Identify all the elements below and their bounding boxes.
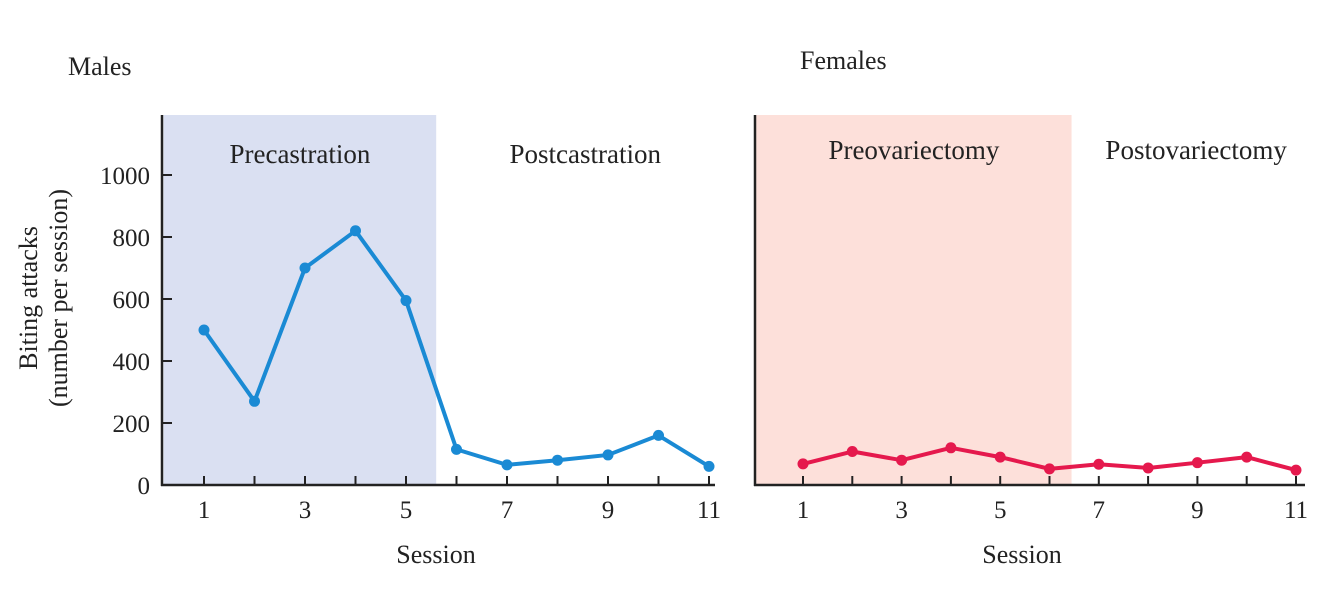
x-tick-label: 5 bbox=[400, 497, 413, 524]
data-point bbox=[602, 449, 614, 461]
x-tick-label: 1 bbox=[797, 497, 810, 524]
y-tick-label: 0 bbox=[138, 473, 151, 500]
y-tick-label: 400 bbox=[113, 349, 151, 376]
x-axis-title: Session bbox=[982, 540, 1061, 569]
region-label-0: Preovariectomy bbox=[828, 135, 999, 165]
data-point bbox=[1241, 451, 1253, 463]
data-point bbox=[945, 442, 957, 454]
region-band-1 bbox=[1071, 115, 1321, 485]
panel-title: Males bbox=[68, 52, 132, 81]
data-point bbox=[653, 429, 664, 441]
y-tick-label: 600 bbox=[113, 287, 151, 314]
region-band-0 bbox=[756, 115, 1072, 485]
region-band-1 bbox=[436, 115, 735, 485]
data-point bbox=[1191, 457, 1203, 469]
region-band-0 bbox=[163, 115, 437, 485]
data-point bbox=[846, 446, 858, 458]
x-tick-label: 1 bbox=[198, 497, 211, 524]
region-label-0: Precastration bbox=[229, 139, 370, 169]
data-point bbox=[1044, 463, 1055, 475]
y-axis-title-line: Biting attacks bbox=[14, 226, 43, 370]
x-tick-label: 5 bbox=[994, 497, 1007, 524]
data-point bbox=[994, 451, 1006, 463]
x-tick-label: 9 bbox=[1191, 497, 1204, 524]
y-axis-title: Biting attacks (number per session) bbox=[14, 189, 73, 407]
data-point bbox=[703, 460, 715, 472]
x-tick-label: 11 bbox=[1284, 497, 1308, 524]
data-point bbox=[501, 459, 513, 471]
data-point bbox=[1093, 458, 1105, 470]
y-tick-label: 1000 bbox=[100, 163, 150, 190]
y-tick-label: 200 bbox=[113, 411, 151, 438]
data-point bbox=[1142, 462, 1154, 474]
data-point bbox=[249, 395, 260, 407]
y-axis-title-line: (number per session) bbox=[44, 189, 73, 407]
data-point bbox=[451, 443, 462, 455]
x-tick-label: 9 bbox=[602, 497, 615, 524]
data-point bbox=[198, 324, 210, 336]
data-point bbox=[299, 262, 311, 274]
y-tick-label: 800 bbox=[113, 225, 151, 252]
data-point bbox=[552, 454, 563, 466]
data-point bbox=[896, 454, 908, 466]
data-point bbox=[1290, 464, 1302, 476]
data-point bbox=[797, 458, 809, 470]
x-tick-label: 7 bbox=[501, 497, 514, 524]
data-point bbox=[400, 295, 412, 307]
data-point bbox=[350, 225, 361, 237]
panel-title: Females bbox=[800, 46, 887, 75]
x-tick-label: 3 bbox=[299, 497, 312, 524]
region-label-1: Postovariectomy bbox=[1105, 135, 1287, 165]
x-tick-label: 3 bbox=[895, 497, 908, 524]
region-label-1: Postcastration bbox=[510, 139, 662, 169]
x-tick-label: 7 bbox=[1093, 497, 1106, 524]
x-axis-title: Session bbox=[396, 540, 475, 569]
x-tick-label: 11 bbox=[697, 497, 721, 524]
